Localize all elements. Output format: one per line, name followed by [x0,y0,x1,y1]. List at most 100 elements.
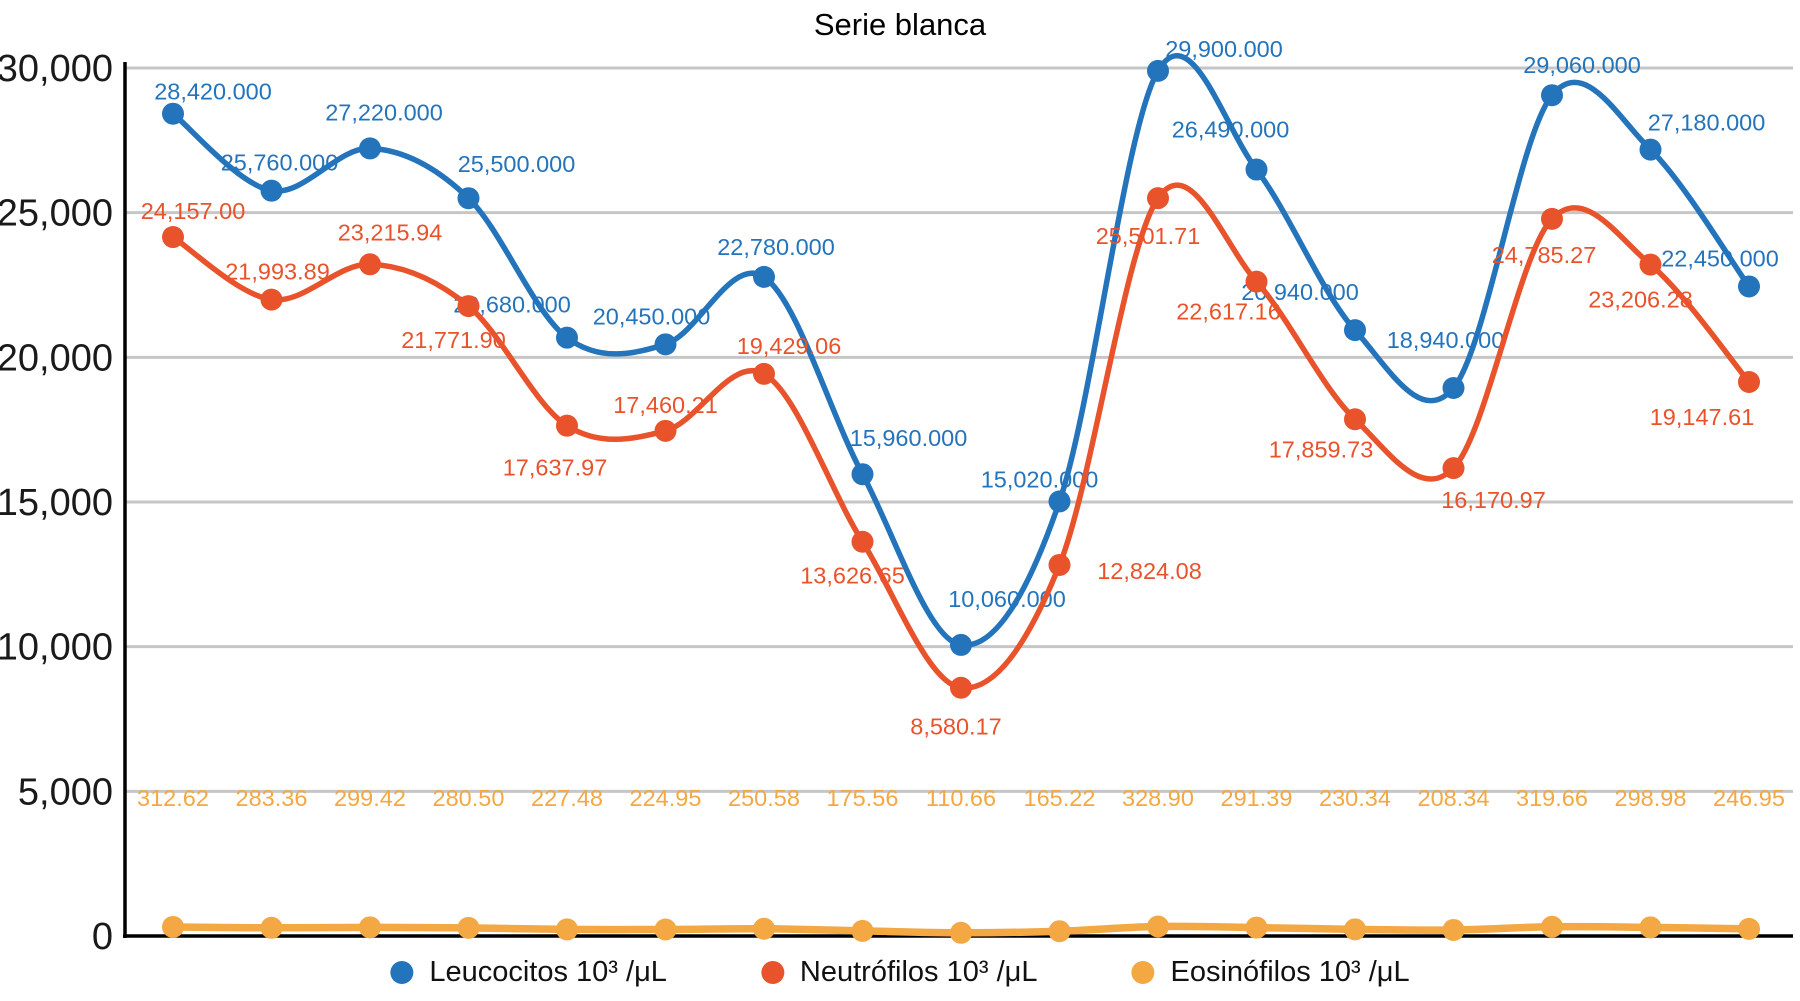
data-point-neutrofilos [851,530,874,553]
data-point-eosinofilos [457,916,480,939]
data-point-neutrofilos [1639,253,1662,276]
data-label-eosinofilos: 227.48 [531,785,603,811]
data-label-leucocitos: 28,420.000 [154,79,272,105]
data-label-neutrofilos: 21,771.90 [401,327,506,353]
data-point-neutrofilos [260,288,283,311]
data-label-eosinofilos: 110.66 [926,785,996,811]
data-label-neutrofilos: 21,993.89 [225,259,330,285]
legend-item-neutrofilos: Neutrófilos 10³ /μL [760,956,1038,989]
data-label-eosinofilos: 283.36 [236,785,308,811]
y-axis-tick-label: 25,000 [0,193,113,235]
data-label-leucocitos: 22,450.000 [1661,245,1779,271]
data-label-leucocitos: 22,780.000 [717,234,835,260]
data-point-neutrofilos [1344,408,1366,431]
data-point-neutrofilos [950,676,972,699]
data-point-eosinofilos [260,916,283,939]
data-label-neutrofilos: 22,617.16 [1176,299,1281,325]
y-axis-tick-label: 30,000 [0,48,113,90]
data-point-leucocitos [1048,490,1071,513]
data-label-neutrofilos: 23,215.94 [338,219,443,245]
data-label-neutrofilos: 25,501.71 [1096,223,1201,249]
data-point-eosinofilos [950,921,972,944]
data-label-eosinofilos: 319.66 [1516,785,1588,811]
data-label-leucocitos: 25,760.000 [221,150,339,176]
data-label-eosinofilos: 328.90 [1122,785,1194,811]
data-point-eosinofilos [359,916,381,939]
data-point-leucocitos [753,265,775,288]
data-label-neutrofilos: 24,785.27 [1492,242,1597,268]
data-point-neutrofilos [1442,457,1465,480]
legend-marker-leucocitos-icon [390,961,414,984]
data-point-neutrofilos [457,295,480,318]
data-point-eosinofilos [654,918,677,941]
data-point-leucocitos [1245,158,1268,181]
series-neutrofilos: 24,157.00 21,993.89 23,215.94 21,771.90 17,6… [141,182,1760,740]
data-label-neutrofilos: 17,859.73 [1269,436,1374,462]
data-label-neutrofilos: 12,824.08 [1097,558,1202,584]
data-label-eosinofilos: 298.98 [1615,785,1687,811]
data-point-neutrofilos [654,419,677,442]
data-point-eosinofilos [1442,918,1465,941]
data-point-eosinofilos [1639,916,1662,939]
data-label-eosinofilos: 175.56 [827,785,899,811]
data-label-leucocitos: 29,060.000 [1523,52,1641,78]
data-label-eosinofilos: 250.58 [728,785,800,811]
data-label-leucocitos: 29,900.000 [1165,36,1283,62]
chart-title: Serie blanca [813,7,987,42]
data-point-neutrofilos [1738,370,1760,393]
data-point-leucocitos [1541,84,1563,107]
legend: Leucocitos 10³ /μL Neutrófilos 10³ /μL E… [390,956,1410,989]
data-point-eosinofilos [1147,915,1169,938]
data-label-neutrofilos: 17,460.21 [613,392,718,418]
legend-marker-neutrofilos-icon [760,961,784,984]
data-label-leucocitos: 20,450.000 [593,303,711,329]
data-point-eosinofilos [556,918,578,941]
y-axis-tick-label: 20,000 [0,337,113,379]
data-label-neutrofilos: 8,580.17 [910,714,1001,740]
legend-label-neutrofilos: Neutrófilos 10³ /μL [799,956,1038,988]
data-point-leucocitos [1639,138,1662,161]
data-label-neutrofilos: 19,147.61 [1650,404,1755,430]
data-label-leucocitos: 27,180.000 [1648,110,1766,136]
data-point-leucocitos [457,187,480,210]
data-point-neutrofilos [753,362,775,385]
data-point-neutrofilos [1541,207,1563,230]
data-label-leucocitos: 27,220.000 [325,99,443,125]
data-label-neutrofilos: 19,429.06 [737,333,842,359]
data-point-neutrofilos [1147,187,1169,210]
data-point-leucocitos [851,463,874,486]
data-label-leucocitos: 26,490.000 [1172,117,1290,143]
data-label-leucocitos: 25,500.000 [458,151,576,177]
data-label-leucocitos: 18,940.000 [1387,327,1505,353]
legend-item-leucocitos: Leucocitos 10³ /μL [390,956,667,989]
series-line-leucocitos [170,53,1752,648]
data-point-eosinofilos [1048,920,1071,943]
data-point-leucocitos [260,179,283,202]
data-point-leucocitos [654,333,677,356]
data-point-leucocitos [1442,377,1465,400]
data-point-eosinofilos [1245,916,1268,939]
legend-label-eosinofilos: Eosinófilos 10³ /μL [1170,956,1410,988]
data-label-leucocitos: 15,960.000 [850,425,968,451]
data-point-eosinofilos [753,917,775,940]
data-label-eosinofilos: 230.34 [1319,785,1391,811]
data-point-neutrofilos [1245,270,1268,293]
data-label-neutrofilos: 16,170.97 [1441,487,1546,513]
data-point-eosinofilos [1738,917,1760,940]
data-label-eosinofilos: 246.95 [1713,785,1785,811]
data-point-eosinofilos [851,919,874,942]
data-point-eosinofilos [1344,918,1366,941]
series-eosinofilos: 312.62 283.36 299.42 280.50 227.48 224.95 250.… [137,785,1785,944]
y-axis-tick-label: 10,000 [0,627,113,669]
y-axis-tick-label: 0 [92,916,113,958]
data-point-neutrofilos [1048,553,1071,576]
data-label-eosinofilos: 208.34 [1418,785,1490,811]
data-point-leucocitos [556,326,578,349]
data-point-neutrofilos [359,253,381,276]
data-point-neutrofilos [162,226,184,249]
data-point-leucocitos [1147,59,1169,82]
data-point-leucocitos [1344,319,1366,342]
data-point-leucocitos [162,102,184,125]
data-point-eosinofilos [162,915,184,938]
